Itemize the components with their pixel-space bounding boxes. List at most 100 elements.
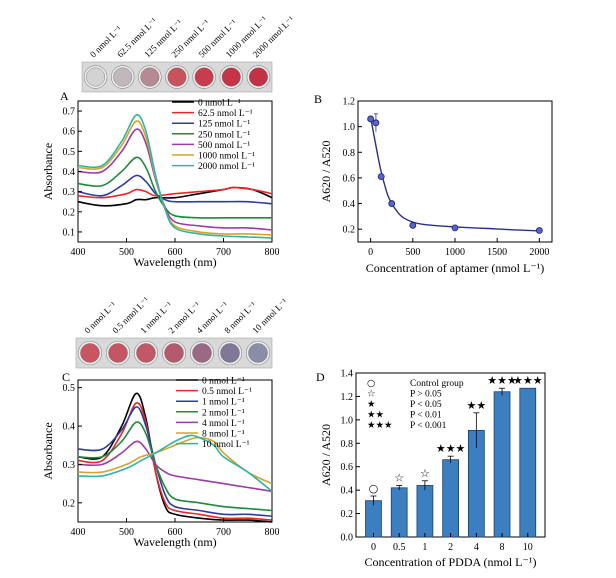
bar: [416, 485, 434, 538]
series-line: [77, 440, 273, 493]
x-axis-title: Concentration of aptamer (nmol L⁻¹): [366, 261, 545, 275]
bar: [493, 391, 511, 538]
y-tick-label: 0.1: [63, 227, 76, 238]
significance-mark: ★★★: [436, 442, 466, 455]
data-point: [372, 119, 380, 127]
vial-solution: [164, 343, 184, 363]
key-text: P < 0.01: [410, 411, 442, 421]
key-text: P > 0.05: [410, 390, 442, 400]
vial-solution: [113, 67, 133, 87]
vial-solution: [80, 343, 100, 363]
x-tick-label: 10: [523, 542, 533, 553]
y-axis-title: Absorbance: [41, 143, 55, 200]
significance-mark: ○: [369, 482, 379, 495]
significance-mark: ☆: [394, 471, 404, 484]
x-tick-label: 400: [71, 247, 86, 258]
y-tick-label: 1.4: [341, 369, 354, 380]
y-tick-label: 0.8: [343, 148, 356, 159]
x-axis-title: Concentration of PDDA (nmol L⁻¹): [365, 555, 537, 569]
x-tick-label: 700: [216, 527, 231, 538]
bar: [365, 500, 382, 538]
key-symbol: ★★★: [367, 420, 393, 431]
x-tick-label: 1500: [487, 247, 507, 258]
vial-solution: [86, 67, 105, 87]
series-line: [77, 186, 273, 199]
bar: [519, 387, 537, 538]
series-line: [77, 436, 273, 485]
x-tick-label: 0: [368, 247, 373, 258]
series-line: [77, 421, 273, 512]
significance-mark: ★★★: [513, 374, 543, 387]
y-tick-label: 0.0: [341, 533, 354, 544]
x-tick-label: 1: [422, 542, 427, 553]
y-tick-label: 0.5: [63, 147, 76, 158]
panel-c: C 0 nmol L⁻¹0.5 nmol L⁻¹1 nmol L⁻¹2 nmol …: [41, 295, 289, 549]
legend-label: 0 nmol L⁻¹: [202, 377, 245, 387]
legend-label: 62.5 nmol L⁻¹: [198, 109, 253, 119]
x-tick-label: 400: [71, 527, 86, 538]
panel-letter: C: [62, 370, 70, 384]
vial-solution: [136, 343, 156, 363]
legend-label: 500 nmol L⁻¹: [198, 141, 250, 151]
y-tick-label: 0.4: [341, 486, 354, 497]
x-tick-label: 2: [448, 542, 453, 553]
y-tick-label: 0.6: [343, 173, 356, 184]
series-line: [77, 402, 273, 521]
x-tick-label: 800: [265, 527, 280, 538]
vial-solution: [221, 67, 241, 87]
legend-label: 8 nmol L⁻¹: [202, 430, 245, 440]
y-tick-label: 0.8: [341, 439, 354, 450]
data-point: [409, 221, 417, 229]
x-axis-title: Wavelength (nm): [133, 535, 216, 549]
vial-label: 10 nmol L⁻¹: [250, 296, 289, 335]
y-tick-label: 1.2: [341, 392, 354, 403]
vial-solution: [248, 67, 268, 87]
x-tick-label: 500: [119, 247, 134, 258]
significance-mark: ★★★: [487, 374, 517, 387]
legend-label: 0.5 nmol L⁻¹: [202, 387, 252, 397]
fit-curve: [370, 117, 540, 232]
x-tick-label: 8: [500, 542, 505, 553]
y-tick-label: 0.5: [63, 383, 76, 394]
panel-b: B 0 500 1000 1500 2000 0.2 0.4 0.6 0.8 1.0 1.2 Conce…: [314, 92, 553, 275]
y-tick-label: 1.2: [343, 97, 356, 108]
data-point: [388, 200, 396, 207]
key-text: Control group: [410, 379, 464, 389]
legend-label: 0 nmol L⁻¹: [198, 99, 241, 109]
x-tick-label: 600: [168, 247, 183, 258]
y-tick-label: 0.3: [63, 187, 76, 198]
data-point: [535, 227, 543, 234]
legend-label: 4 nmol L⁻¹: [202, 419, 245, 429]
x-axis-title: Wavelength (nm): [133, 255, 216, 269]
y-tick-label: 0.4: [63, 422, 76, 433]
legend-label: 1 nmol L⁻¹: [202, 398, 245, 408]
bar: [390, 487, 408, 538]
panel-letter: D: [316, 370, 325, 384]
x-tick-label: 1000: [445, 247, 465, 258]
x-tick-label: 500: [405, 247, 420, 258]
vial-solution: [220, 343, 240, 363]
y-tick-label: 0.2: [63, 207, 76, 218]
vial-solution: [108, 343, 128, 363]
x-tick-label: 500: [119, 527, 134, 538]
legend-label: 250 nmol L⁻¹: [198, 130, 250, 140]
y-tick-label: 0.4: [343, 199, 356, 210]
y-tick-label: 0.4: [63, 167, 76, 178]
vial-solution: [167, 67, 187, 87]
vial-solution: [192, 343, 212, 363]
y-tick-label: 0.6: [341, 462, 354, 473]
x-tick-label: 0: [371, 542, 376, 553]
data-point: [367, 115, 375, 123]
y-tick-label: 0.7: [63, 107, 76, 118]
legend-label: 10 nmol L⁻¹: [202, 440, 250, 450]
key-symbol: ★: [367, 399, 376, 410]
vial-solution: [140, 67, 160, 87]
bar: [442, 459, 459, 538]
series-line: [77, 156, 272, 219]
x-tick-label: 600: [168, 527, 183, 538]
key-text: P < 0.001: [410, 421, 447, 431]
key-text: P < 0.05: [410, 400, 442, 410]
data-point: [377, 173, 385, 181]
y-tick-label: 1.0: [341, 415, 354, 426]
series-line: [77, 114, 273, 239]
